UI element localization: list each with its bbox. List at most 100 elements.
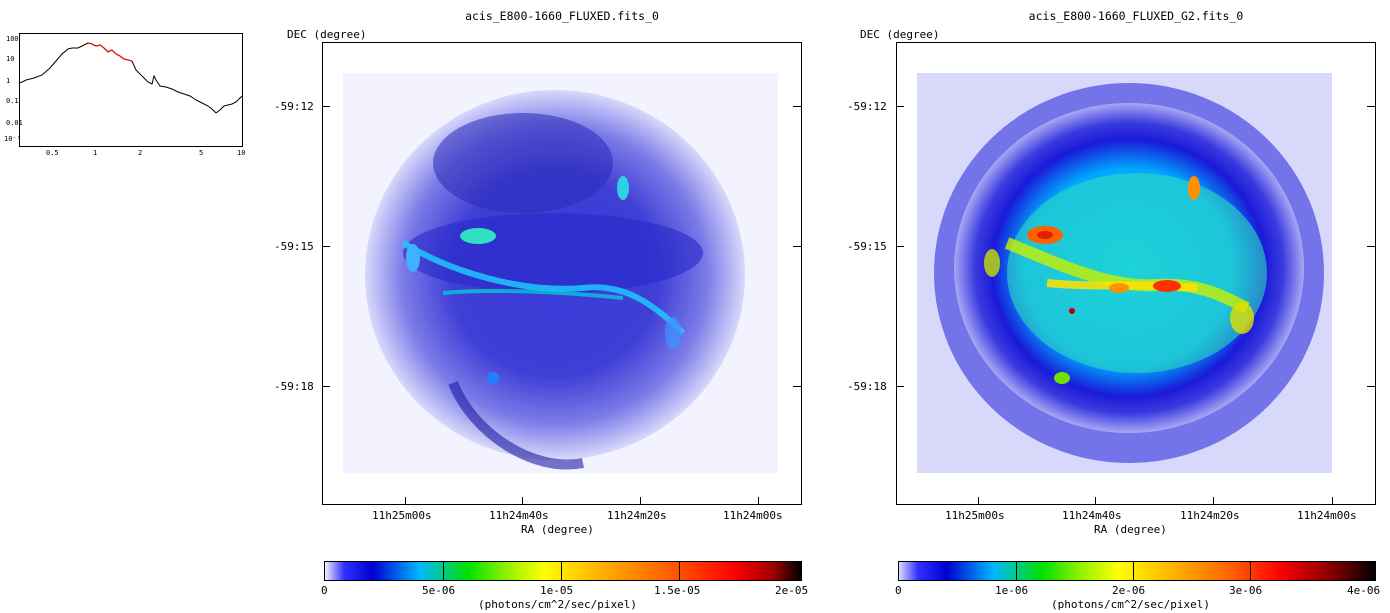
- spectrum-curve-low: [19, 42, 89, 84]
- bright-region: [1007, 173, 1267, 373]
- hot-spot: [1037, 231, 1053, 239]
- colorbar-tick-label: 2e-06: [1112, 584, 1146, 597]
- tick: [793, 246, 801, 247]
- sky-image: [917, 73, 1332, 473]
- tick: [1095, 497, 1096, 505]
- y-tick-label: -59:18: [274, 380, 314, 393]
- spectrum-thumbnail: [19, 33, 243, 147]
- colorbar-tick-label: 1e-06: [995, 584, 1029, 597]
- image-frame: [322, 42, 802, 505]
- tick: [1367, 246, 1375, 247]
- colorbar-tick: [679, 562, 680, 580]
- tick: [405, 497, 406, 505]
- sky-image: [343, 73, 778, 473]
- tick: [793, 106, 801, 107]
- colorbar-tick: [443, 562, 444, 580]
- tick: [793, 386, 801, 387]
- tick: [640, 497, 641, 505]
- colorbar-tick-label: 2e-05: [775, 584, 809, 597]
- filament: [442, 288, 624, 300]
- spectrum-x-ticks: 0.5 1 2 5 10: [19, 149, 245, 161]
- panel-title: acis_E800-1660_FLUXED_G2.fits_0: [1028, 9, 1244, 23]
- bright-knot: [984, 249, 1000, 277]
- x-tick-label: 11h24m20s: [607, 509, 667, 522]
- dec-axis-label: DEC (degree): [287, 28, 367, 41]
- x-tick-label: 11h24m40s: [489, 509, 549, 522]
- x-tick-label: 11h24m40s: [1062, 509, 1122, 522]
- spectrum-y-tick: 100: [6, 35, 19, 43]
- tick: [1367, 386, 1375, 387]
- colorbar-unit-label: (photons/cm^2/sec/pixel): [1051, 598, 1210, 611]
- colorbar-tick: [1250, 562, 1251, 580]
- y-tick-label: -59:12: [274, 100, 314, 113]
- tick: [1213, 497, 1214, 505]
- colorbar: [898, 561, 1376, 581]
- tick: [1332, 497, 1333, 505]
- tick: [322, 386, 330, 387]
- tick: [322, 246, 330, 247]
- tick: [1367, 106, 1375, 107]
- bright-knot: [1230, 302, 1254, 334]
- bright-knot: [1054, 372, 1070, 384]
- spectrum-x-tick: 2: [138, 149, 143, 157]
- hot-spot: [1153, 280, 1181, 292]
- colorbar-tick-label: 0: [321, 584, 328, 597]
- spectrum-curve-band: [87, 42, 133, 62]
- filament: [401, 240, 686, 336]
- colorbar-tick-label: 1.5e-05: [654, 584, 701, 597]
- spectrum-curve-high: [131, 60, 243, 114]
- tick: [522, 497, 523, 505]
- x-tick-label: 11h25m00s: [372, 509, 432, 522]
- spectrum-x-tick: 5: [199, 149, 204, 157]
- hot-spot: [1069, 308, 1075, 314]
- spectrum-x-tick: 10: [237, 149, 246, 157]
- spectrum-x-tick: 1: [93, 149, 98, 157]
- colorbar-unit-label: (photons/cm^2/sec/pixel): [478, 598, 637, 611]
- spectrum-y-tick: 1: [6, 77, 11, 85]
- panel-title: acis_E800-1660_FLUXED.fits_0: [465, 9, 659, 23]
- colorbar-tick-label: 0: [895, 584, 902, 597]
- spectrum-y-tick: 10⁻³: [4, 135, 21, 143]
- spectrum-x-tick: 0.5: [46, 149, 59, 157]
- spectrum-y-ticks: 100 10 1 0.1 0.01 10⁻³: [4, 35, 23, 147]
- spectrum-y-tick: 10: [6, 55, 15, 63]
- x-tick-label: 11h24m20s: [1180, 509, 1240, 522]
- colorbar-tick: [561, 562, 562, 580]
- bright-knot: [460, 228, 496, 244]
- colorbar: [324, 561, 802, 581]
- colorbar-tick-label: 3e-06: [1229, 584, 1263, 597]
- image-frame: [896, 42, 1376, 505]
- tick: [896, 386, 904, 387]
- colorbar-tick: [1016, 562, 1017, 580]
- tick: [978, 497, 979, 505]
- hot-spot: [1109, 283, 1129, 293]
- outer-arc: [448, 381, 584, 470]
- tick: [758, 497, 759, 505]
- bright-knot: [617, 176, 629, 200]
- spectrum-y-tick: 0.1: [6, 97, 19, 105]
- spectrum-plot: [19, 42, 243, 114]
- x-tick-label: 11h24m00s: [723, 509, 783, 522]
- tick: [322, 106, 330, 107]
- bright-knot: [487, 372, 499, 384]
- spectrum-y-tick: 0.01: [6, 119, 23, 127]
- bright-knot: [406, 244, 420, 272]
- dense-region: [433, 113, 613, 213]
- dense-region: [403, 213, 703, 293]
- tick: [896, 246, 904, 247]
- y-tick-label: -59:15: [274, 240, 314, 253]
- image-canvas: [897, 43, 1375, 504]
- y-tick-label: -59:12: [847, 100, 887, 113]
- bright-knot: [665, 317, 681, 349]
- x-tick-label: 11h24m00s: [1297, 509, 1357, 522]
- dec-axis-label: DEC (degree): [860, 28, 940, 41]
- ra-axis-label: RA (degree): [521, 523, 594, 536]
- image-canvas: [323, 43, 801, 504]
- colorbar-tick-label: 5e-06: [422, 584, 456, 597]
- ra-axis-label: RA (degree): [1094, 523, 1167, 536]
- x-tick-label: 11h25m00s: [945, 509, 1005, 522]
- tick: [896, 106, 904, 107]
- y-tick-label: -59:18: [847, 380, 887, 393]
- colorbar-tick: [1133, 562, 1134, 580]
- y-tick-label: -59:15: [847, 240, 887, 253]
